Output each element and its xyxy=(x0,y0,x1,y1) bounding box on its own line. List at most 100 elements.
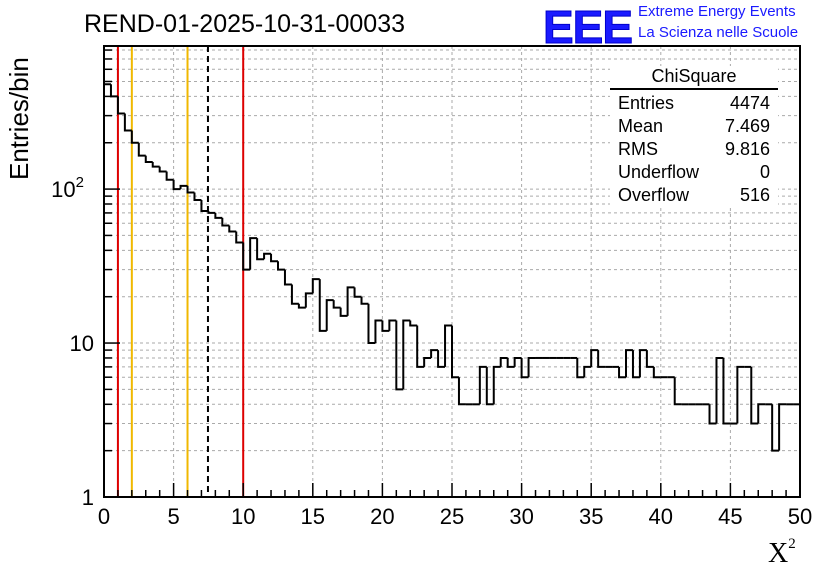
histogram-bin xyxy=(597,350,606,368)
histogram-bin xyxy=(430,349,439,358)
histogram-bin xyxy=(708,404,717,425)
x-axis-label: X2 xyxy=(768,536,796,570)
histogram-bin xyxy=(778,403,787,451)
stats-label: Overflow xyxy=(618,185,690,205)
histogram-bin xyxy=(715,356,724,424)
stats-value: 7.469 xyxy=(724,116,770,136)
x-tick-label: 5 xyxy=(167,504,179,529)
x-tick-label: 15 xyxy=(301,504,325,529)
stats-row: Underflow 0 xyxy=(610,161,778,184)
histogram-bin xyxy=(625,349,633,378)
histogram-bin xyxy=(123,113,132,132)
logo-line-1: Extreme Energy Events xyxy=(638,3,796,20)
grid xyxy=(104,46,800,497)
histogram-bin xyxy=(297,303,306,309)
histogram-bin xyxy=(457,377,466,406)
y-tick-label-sup: 2 xyxy=(76,174,84,191)
stats-value: 516 xyxy=(739,185,770,205)
histogram-bin xyxy=(179,184,188,190)
histogram-bin xyxy=(513,356,522,367)
stats-label: Underflow xyxy=(618,162,700,182)
histogram-bin xyxy=(395,320,404,391)
histogram-bin xyxy=(618,366,626,379)
logo-line-2: La Scienza nelle Scuole xyxy=(638,24,799,41)
histogram-bin xyxy=(283,269,292,286)
histogram-bin xyxy=(451,325,459,379)
chart-title: REND-01-2025-10-31-00033 xyxy=(84,10,406,38)
x-tick-label: 0 xyxy=(98,504,110,529)
histogram-bin xyxy=(263,252,272,260)
histogram-bin xyxy=(645,350,654,368)
x-tick-label: 35 xyxy=(579,504,603,529)
histogram-bin xyxy=(771,404,780,452)
histogram-bin xyxy=(444,324,452,367)
stats-row: Mean 7.469 xyxy=(610,115,778,138)
histogram-bin xyxy=(499,356,508,367)
histogram-bin xyxy=(228,225,237,233)
histogram-bin xyxy=(416,325,425,368)
histogram-bin xyxy=(214,212,223,219)
y-tick-label: 102 xyxy=(51,174,84,202)
x-tick-label: 30 xyxy=(509,504,533,529)
histogram-bin xyxy=(652,366,661,379)
x-tick-label: 50 xyxy=(788,504,812,529)
x-axis-label-sup: 2 xyxy=(788,536,796,552)
histogram-bin xyxy=(673,377,682,406)
stats-row: Entries 4474 xyxy=(610,92,778,115)
histogram-bin xyxy=(402,319,411,390)
y-tick-label-base: 1 xyxy=(82,485,94,510)
histogram-bin xyxy=(527,356,536,378)
histogram-bin xyxy=(235,231,244,244)
histogram-bin xyxy=(590,349,599,367)
histogram-bin xyxy=(736,365,745,424)
histogram-bin xyxy=(492,365,501,405)
stats-label: RMS xyxy=(618,139,658,159)
histogram-bin xyxy=(423,356,432,367)
histogram-bin xyxy=(193,192,202,201)
y-tick-label: 1 xyxy=(82,485,94,510)
histogram-bin xyxy=(353,287,362,298)
histogram-bin xyxy=(325,299,334,331)
histogram-bin xyxy=(478,365,487,405)
y-tick-label-base: 10 xyxy=(70,331,94,356)
histogram-bin xyxy=(346,286,355,316)
histogram-bin xyxy=(116,96,125,115)
stats-row: RMS 9.816 xyxy=(610,138,778,161)
histogram-bin xyxy=(360,296,369,305)
reference-lines xyxy=(116,46,245,497)
histogram-bin xyxy=(221,217,230,227)
x-tick-label: 20 xyxy=(370,504,394,529)
histogram-bin xyxy=(388,319,397,331)
x-tick-label: 45 xyxy=(718,504,742,529)
stats-rows: Entries 4474 Mean 7.469 RMS 9.816 Underflow 0 Ov… xyxy=(610,92,778,207)
histogram-bin xyxy=(249,237,258,270)
stats-row: Overflow 516 xyxy=(610,184,778,207)
stats-title: ChiSquare xyxy=(610,66,778,90)
histogram-bin xyxy=(318,279,327,332)
histogram-bin xyxy=(242,242,251,271)
x-tick-label: 25 xyxy=(440,504,464,529)
histogram-bin xyxy=(103,83,111,497)
histogram-bin xyxy=(506,357,515,368)
histogram-bin xyxy=(207,211,216,214)
stats-value: 9.816 xyxy=(724,139,770,159)
x-tick-label: 40 xyxy=(649,504,673,529)
histogram-bin xyxy=(367,303,376,345)
histogram-bin xyxy=(520,357,529,379)
histogram-bin xyxy=(311,278,320,294)
histogram-bin xyxy=(290,284,299,305)
histogram-bin xyxy=(332,300,341,309)
histogram-bin xyxy=(165,171,174,181)
histogram-bin xyxy=(485,366,494,406)
stats-label: Entries xyxy=(618,93,675,113)
histogram-bin xyxy=(583,365,592,378)
stats-label: Mean xyxy=(618,116,664,136)
histogram-bin xyxy=(722,357,731,425)
histogram-bin xyxy=(151,161,160,168)
stats-box: ChiSquare Entries 4474 Mean 7.469 RMS 9.816 Un… xyxy=(610,66,778,207)
histogram-bin xyxy=(638,349,647,378)
histogram-bin xyxy=(186,185,195,194)
y-tick-label: 10 xyxy=(70,331,94,356)
